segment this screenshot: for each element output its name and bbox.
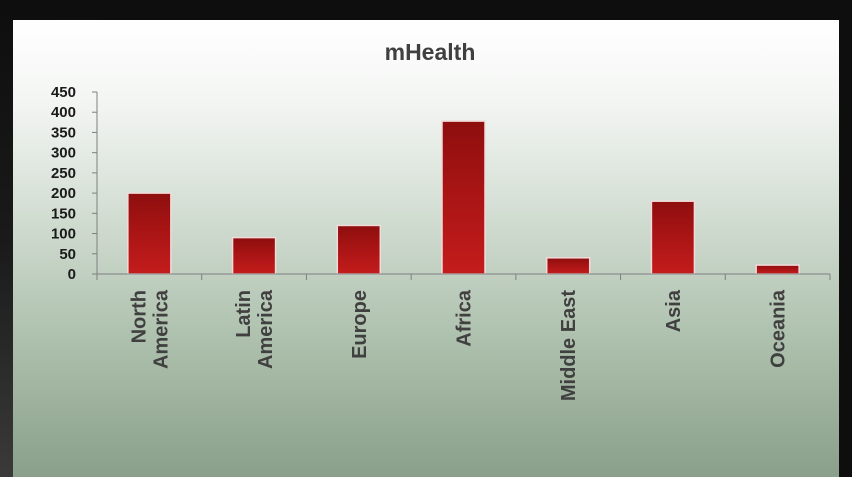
y-tick-label: 350	[51, 124, 76, 141]
y-tick-label: 300	[51, 145, 76, 162]
y-tick-label: 200	[51, 185, 76, 202]
y-tick-label: 250	[51, 165, 76, 182]
y-tick-label: 0	[68, 266, 76, 283]
y-tick-label: 150	[51, 205, 76, 222]
x-tick-label: America	[255, 289, 277, 369]
x-tick-label: Asia	[663, 289, 685, 332]
bars-group	[127, 120, 800, 275]
x-tick-label: Europe	[349, 290, 371, 359]
chart-title: mHealth	[385, 39, 476, 65]
x-tick-label: Africa	[454, 289, 476, 347]
x-tick-label: Middle East	[558, 290, 580, 401]
x-tick-label: Latin	[233, 290, 255, 338]
bar	[755, 264, 800, 275]
y-tick-label: 450	[51, 84, 76, 101]
x-tick-label: North	[128, 290, 150, 343]
bar	[231, 236, 277, 275]
bar	[441, 120, 486, 275]
y-tick-label: 400	[51, 104, 76, 121]
y-tick-label: 100	[51, 226, 76, 243]
x-tick-label: Oceania	[768, 289, 790, 368]
bar	[127, 192, 172, 275]
y-tick-label: 50	[59, 246, 76, 263]
x-tick-label: America	[150, 289, 172, 369]
bar	[336, 224, 382, 275]
bar	[545, 257, 591, 275]
bar	[650, 200, 696, 275]
